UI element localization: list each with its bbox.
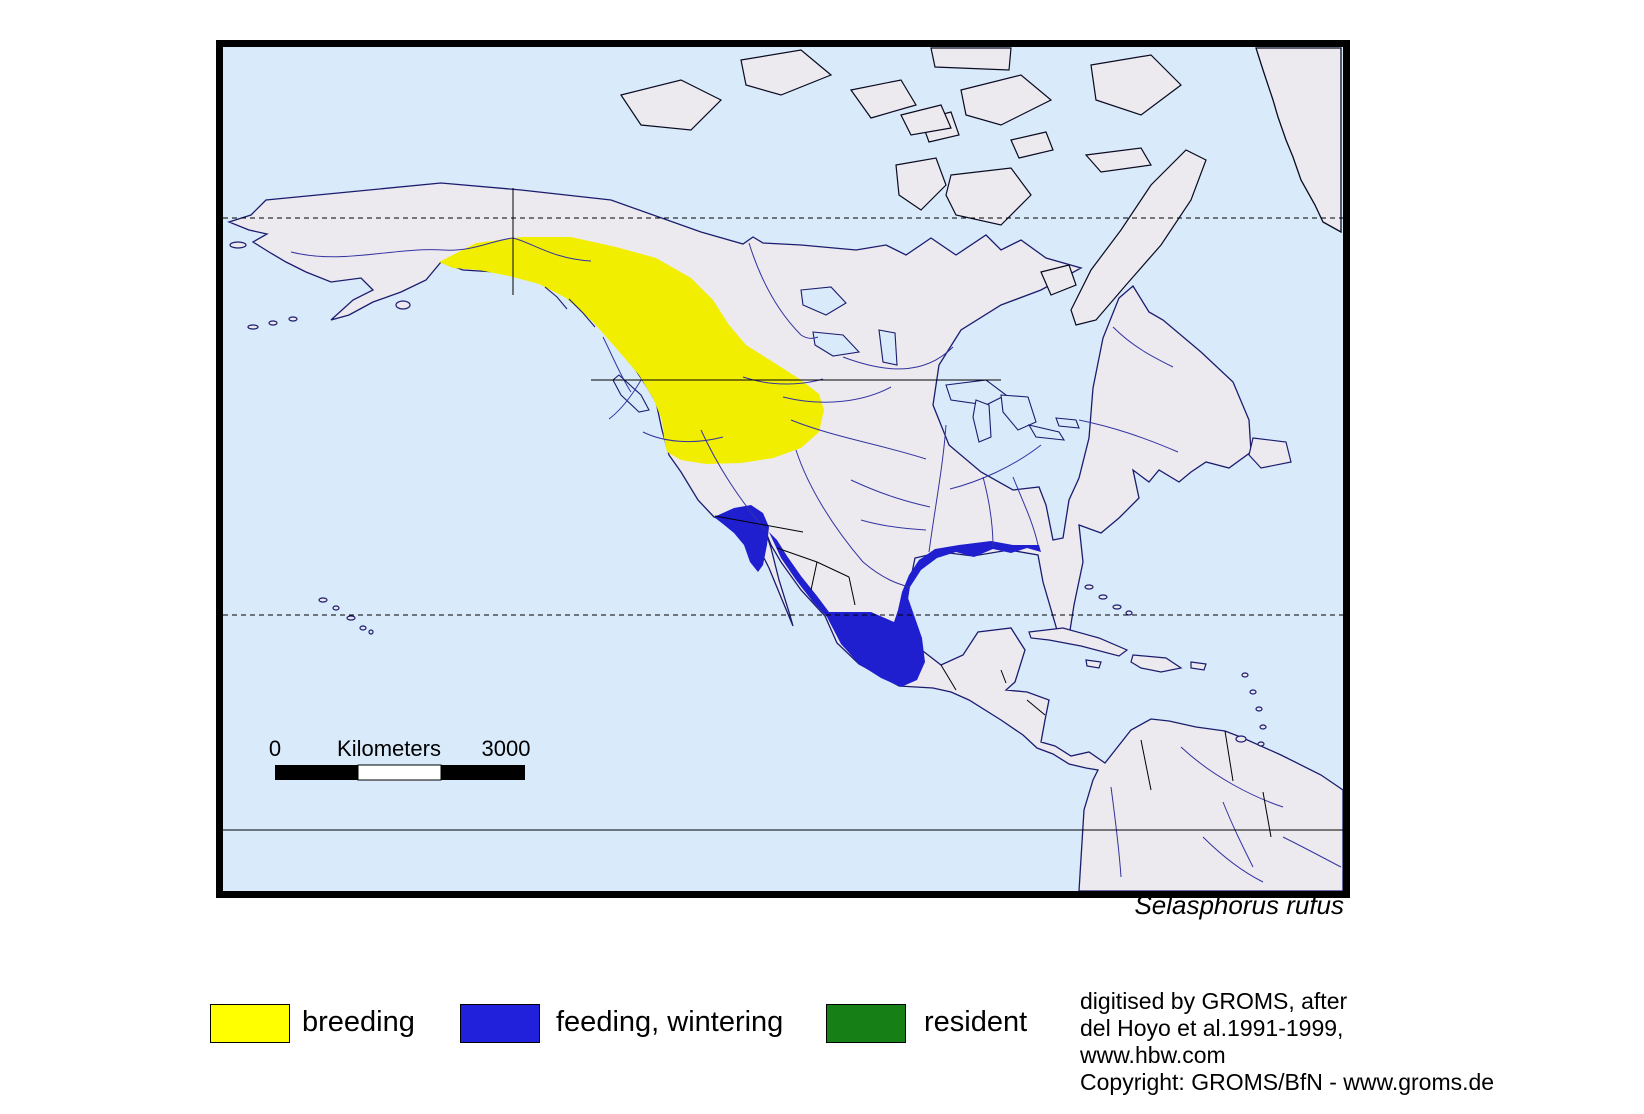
resident-label: resident [924, 1006, 1028, 1038]
breeding-label: breeding [302, 1006, 415, 1038]
graticule-lines [223, 217, 1343, 831]
map-frame: 0 Kilometers 3000 [216, 40, 1350, 898]
credits-line-2: del Hoyo et al.1991-1999, [1080, 1015, 1344, 1041]
lakes [800, 286, 1080, 443]
feeding-wintering-label: feeding, wintering [556, 1006, 784, 1038]
scale-bar: 0 Kilometers 3000 [269, 736, 531, 781]
scale-unit-label: Kilometers [337, 736, 441, 761]
breeding-swatch [210, 1004, 290, 1043]
distribution-map: 0 Kilometers 3000 [223, 47, 1343, 891]
rivers [290, 237, 1342, 883]
credits-block: digitised by GROMS, after del Hoyo et al… [1080, 988, 1494, 1096]
breeding-range-region [439, 237, 824, 464]
wintering-range-baja [714, 505, 769, 572]
greenland-landmass [1255, 47, 1342, 234]
credits-line-3: www.hbw.com [1080, 1042, 1226, 1068]
scale-max-label: 3000 [482, 736, 531, 761]
wintering-range-mexico-gulf [769, 532, 1041, 687]
scale-zero-label: 0 [269, 736, 281, 761]
species-name-label: Selasphorus rufus [1134, 890, 1344, 920]
resident-swatch [826, 1004, 906, 1043]
political-borders [512, 188, 1272, 838]
pacific-islands [229, 241, 411, 635]
atlantic-caribbean-islands [1028, 437, 1292, 747]
credits-line-1: digitised by GROMS, after [1080, 988, 1348, 1014]
credits-line-4: Copyright: GROMS/BfN - www.groms.de [1080, 1069, 1495, 1095]
feeding-wintering-swatch [460, 1004, 540, 1043]
arctic-islands [620, 47, 1207, 326]
